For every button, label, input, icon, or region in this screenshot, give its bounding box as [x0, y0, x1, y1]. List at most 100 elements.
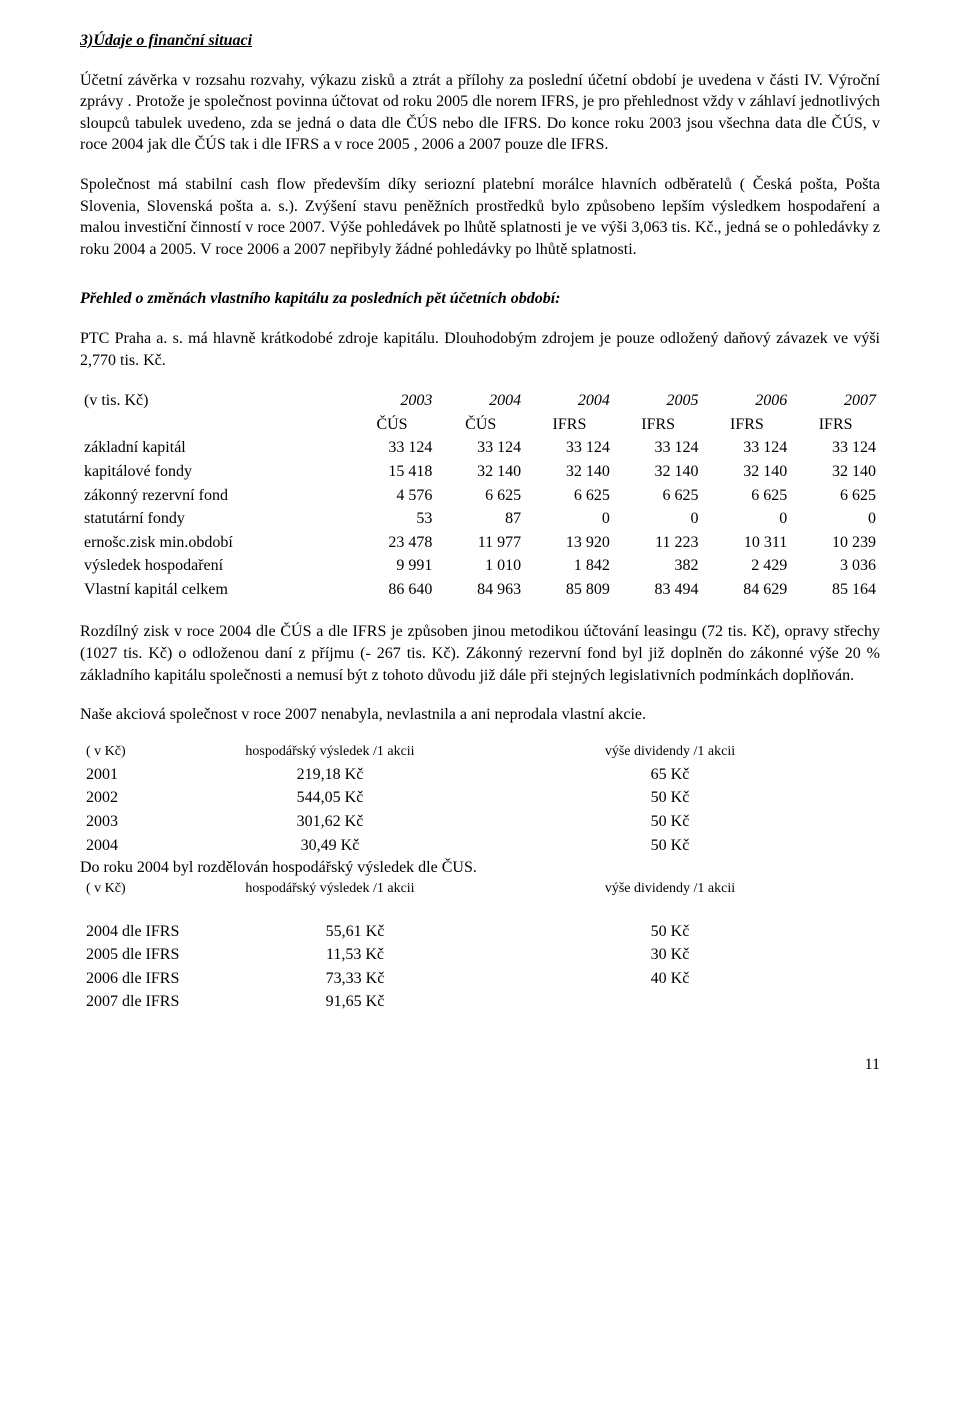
cell-value: 6 625: [525, 484, 614, 508]
cell-value: 23 478: [348, 531, 437, 555]
section-heading: 3)Údaje o finanční situaci: [80, 30, 880, 52]
equity-unit: (v tis. Kč): [80, 389, 348, 413]
dividend-cell: 50 Kč: [460, 786, 880, 810]
cell-value: 32 140: [614, 460, 703, 484]
cell-value: 33 124: [525, 436, 614, 460]
eps-cell: 30,49 Kč: [200, 834, 460, 858]
eps-cell: 301,62 Kč: [200, 810, 460, 834]
cell-value: 2 429: [703, 554, 792, 578]
dividend-cell: 50 Kč: [460, 810, 880, 834]
row-label: statutární fondy: [80, 507, 348, 531]
cell-value: 4 576: [348, 484, 437, 508]
table-row: 2003301,62 Kč50 Kč: [80, 810, 880, 834]
row-label: ernošc.zisk min.období: [80, 531, 348, 555]
row-label: zákonný rezervní fond: [80, 484, 348, 508]
dividend-cell: 30 Kč: [460, 943, 880, 967]
year-cell: 2001: [80, 763, 200, 787]
cell-value: 85 809: [525, 578, 614, 602]
cell-value: 3 036: [791, 554, 880, 578]
cell-value: 1 842: [525, 554, 614, 578]
cell-value: 10 311: [703, 531, 792, 555]
equity-std-1: ČÚS: [436, 413, 525, 437]
dividend-cell: 50 Kč: [460, 834, 880, 858]
paragraph-2: Společnost má stabilní cash flow předevš…: [80, 174, 880, 260]
dividend-cell: [460, 990, 880, 1014]
table-row: 2006 dle IFRS73,33 Kč40 Kč: [80, 967, 880, 991]
eps-cell: 544,05 Kč: [200, 786, 460, 810]
table-row: Vlastní kapitál celkem86 64084 96385 809…: [80, 578, 880, 602]
table-row: 200430,49 Kč50 Kč: [80, 834, 880, 858]
equity-std-4: IFRS: [703, 413, 792, 437]
cell-value: 13 920: [525, 531, 614, 555]
page-number: 11: [80, 1054, 880, 1076]
cell-value: 15 418: [348, 460, 437, 484]
cell-value: 53: [348, 507, 437, 531]
cell-value: 1 010: [436, 554, 525, 578]
div1-unit: ( v Kč): [80, 742, 200, 763]
cell-value: 32 140: [525, 460, 614, 484]
eps-cell: 91,65 Kč: [250, 990, 460, 1014]
div2-h3: výše dividendy /1 akcii: [460, 879, 880, 900]
cell-value: 33 124: [703, 436, 792, 460]
row-label: kapitálové fondy: [80, 460, 348, 484]
table-row: statutární fondy53870000: [80, 507, 880, 531]
subheading-equity: Přehled o změnách vlastního kapitálu za …: [80, 288, 880, 310]
dividend-cell: 40 Kč: [460, 967, 880, 991]
cell-value: 6 625: [703, 484, 792, 508]
cell-value: 6 625: [436, 484, 525, 508]
row-label: Vlastní kapitál celkem: [80, 578, 348, 602]
cell-value: 0: [614, 507, 703, 531]
dividend-cell: 50 Kč: [460, 920, 880, 944]
cell-value: 33 124: [436, 436, 525, 460]
equity-std-5: IFRS: [791, 413, 880, 437]
year-cell: 2006 dle IFRS: [80, 967, 250, 991]
cell-value: 6 625: [614, 484, 703, 508]
cell-value: 83 494: [614, 578, 703, 602]
eps-cell: 219,18 Kč: [200, 763, 460, 787]
year-cell: 2002: [80, 786, 200, 810]
cell-value: 0: [525, 507, 614, 531]
cell-value: 85 164: [791, 578, 880, 602]
table-row: 2007 dle IFRS91,65 Kč: [80, 990, 880, 1014]
cell-value: 11 223: [614, 531, 703, 555]
eps-cell: 55,61 Kč: [250, 920, 460, 944]
equity-std-0: ČÚS: [348, 413, 437, 437]
eps-cell: 11,53 Kč: [250, 943, 460, 967]
year-cell: 2007 dle IFRS: [80, 990, 250, 1014]
cell-value: 9 991: [348, 554, 437, 578]
dividend-table-1: ( v Kč) hospodářský výsledek /1 akcii vý…: [80, 742, 880, 900]
equity-year-1: 2004: [436, 389, 525, 413]
equity-year-3: 2005: [614, 389, 703, 413]
table-row: výsledek hospodaření9 9911 0101 8423822 …: [80, 554, 880, 578]
year-cell: 2003: [80, 810, 200, 834]
cell-value: 86 640: [348, 578, 437, 602]
equity-year-0: 2003: [348, 389, 437, 413]
div1-h2: hospodářský výsledek /1 akcii: [200, 742, 460, 763]
cell-value: 87: [436, 507, 525, 531]
table-row: 2001219,18 Kč65 Kč: [80, 763, 880, 787]
div1-h3: výše dividendy /1 akcii: [460, 742, 880, 763]
cell-value: 33 124: [791, 436, 880, 460]
equity-std-2: IFRS: [525, 413, 614, 437]
cell-value: 11 977: [436, 531, 525, 555]
cell-value: 84 629: [703, 578, 792, 602]
cell-value: 0: [703, 507, 792, 531]
cell-value: 32 140: [791, 460, 880, 484]
year-cell: 2004: [80, 834, 200, 858]
equity-year-2: 2004: [525, 389, 614, 413]
paragraph-1: Účetní závěrka v rozsahu rozvahy, výkazu…: [80, 70, 880, 156]
cell-value: 0: [791, 507, 880, 531]
cell-value: 32 140: [703, 460, 792, 484]
cell-value: 10 239: [791, 531, 880, 555]
dividend-cell: 65 Kč: [460, 763, 880, 787]
table-row: kapitálové fondy15 41832 14032 14032 140…: [80, 460, 880, 484]
cell-value: 6 625: [791, 484, 880, 508]
paragraph-3: PTC Praha a. s. má hlavně krátkodobé zdr…: [80, 328, 880, 371]
div1-note: Do roku 2004 byl rozdělován hospodářský …: [80, 857, 880, 879]
paragraph-4b: Naše akciová společnost v roce 2007 nena…: [80, 704, 880, 726]
year-cell: 2004 dle IFRS: [80, 920, 250, 944]
table-row: 2002544,05 Kč50 Kč: [80, 786, 880, 810]
equity-std-3: IFRS: [614, 413, 703, 437]
year-cell: 2005 dle IFRS: [80, 943, 250, 967]
cell-value: 382: [614, 554, 703, 578]
